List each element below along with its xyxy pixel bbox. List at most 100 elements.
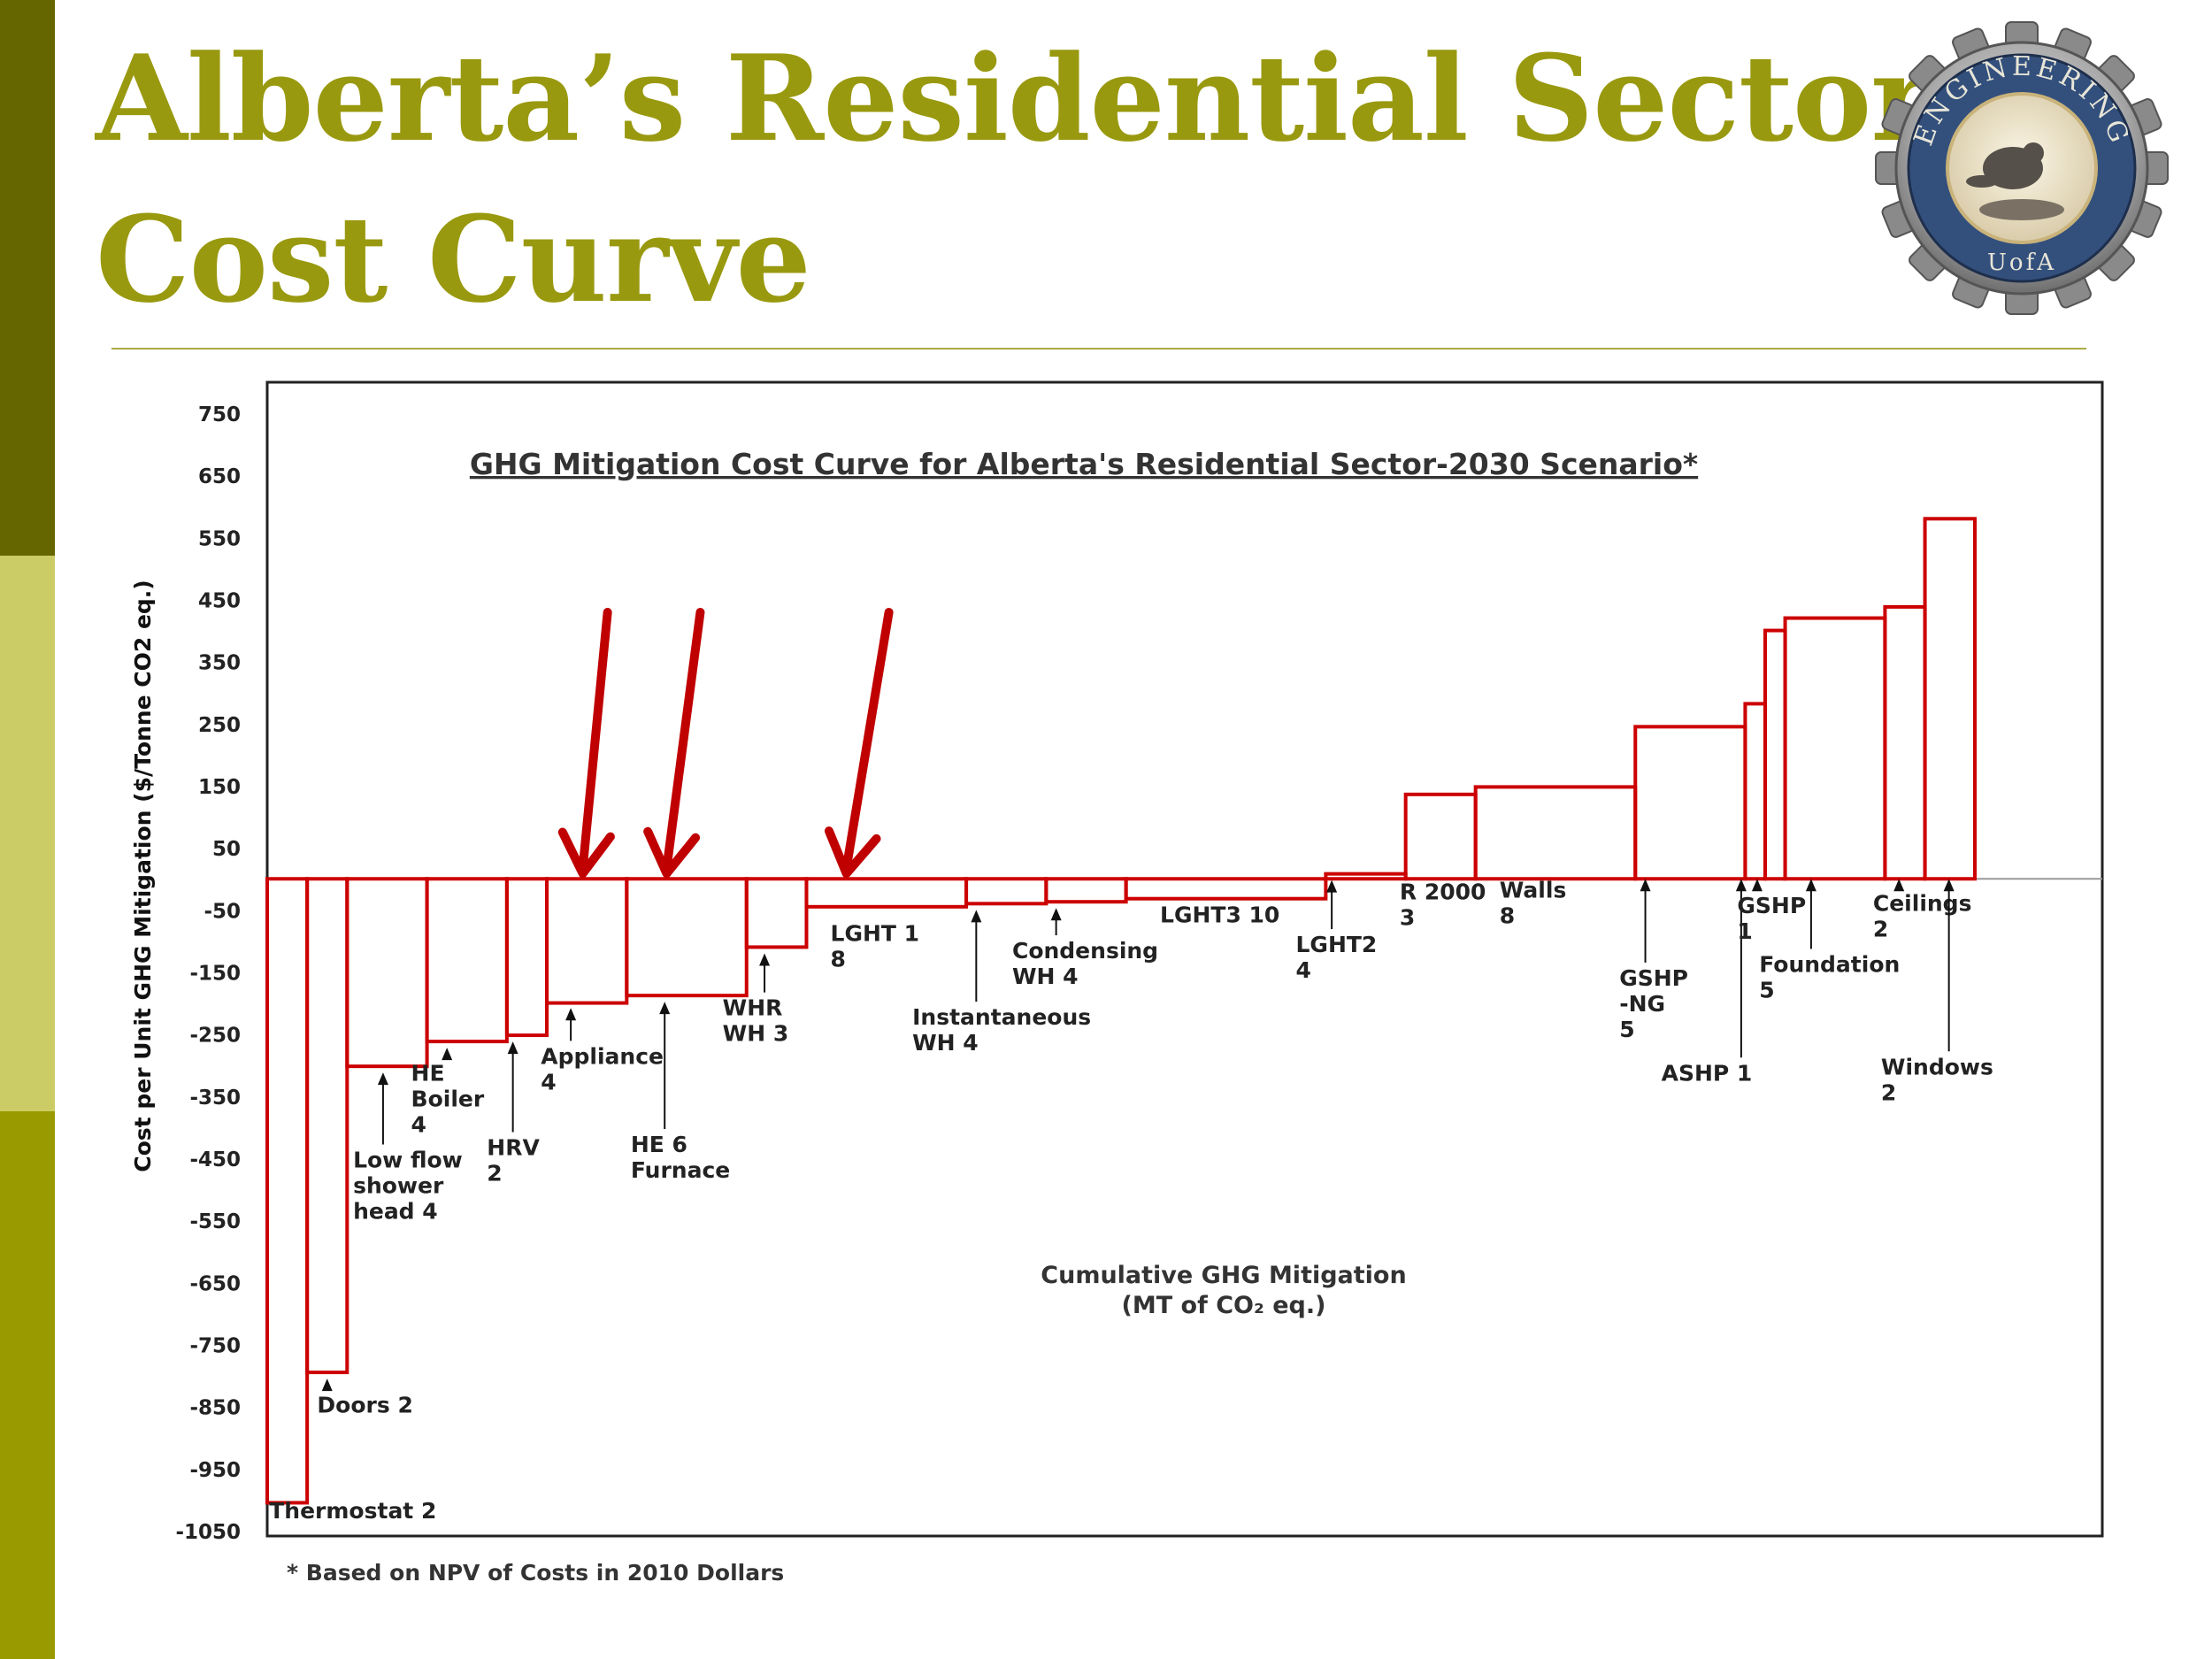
measure-label-text: Doors 2 [317,1393,412,1418]
pointer-arrowhead [321,1379,333,1392]
pointer-arrowhead [759,953,771,966]
measure-label-text: WHR WH 3 [723,995,789,1047]
cost-curve-bars [265,517,1977,1505]
measure-label-text: R 2000 3 [1400,879,1486,930]
measure-label-text: Thermostat 2 [269,1498,436,1524]
measure-label-text: Low flow shower head 4 [353,1148,463,1225]
bar-whr-wh [744,877,809,949]
sidebar-middle [0,556,55,1111]
measure-label-text: GSHP -NG 5 [1619,965,1688,1042]
highlight-arrow-lght1 [824,608,894,879]
y-tick-label: -950 [189,1459,241,1482]
y-tick-label: -350 [189,1087,241,1110]
y-axis-label: Cost per Unit GHG Mitigation ($/Tonne CO… [130,580,156,1171]
measure-label: WHR WH 3 [723,953,789,1047]
pointer-arrowhead [1751,879,1763,892]
measure-label-text: HRV 2 [487,1134,540,1186]
measure-label: HRV 2 [487,1041,540,1186]
x-axis-label-line2: (MT of CO₂ eq.) [1122,1292,1326,1319]
bar-doors [305,877,349,1375]
pointer-arrowhead [442,1048,453,1061]
slide-title-line2: Cost Curve [96,189,811,329]
measure-label: ASHP 1 [1662,879,1753,1086]
measure-label: Low flow shower head 4 [353,1072,463,1225]
y-tick-label: -150 [189,963,241,986]
y-tick-label: 650 [198,465,241,488]
measure-label-text: HE Boiler 4 [411,1060,485,1137]
y-tick-label: 450 [198,590,241,613]
measure-label: GSHP -NG 5 [1619,879,1688,1042]
pointer-arrowhead [659,1002,671,1015]
bar-lght3 [1124,877,1328,901]
y-tick-label: -250 [189,1025,241,1048]
pointer-arrowhead [507,1041,518,1055]
measure-label-text: ASHP 1 [1662,1060,1753,1086]
bar-windows [1923,517,1977,881]
measure-label-text: Ceilings 2 [1873,891,1972,942]
measure-label-text: Foundation 5 [1759,952,1900,1003]
measure-label-text: Instantaneous WH 4 [912,1004,1091,1056]
highlight-arrow-he-furnace [643,608,705,879]
measure-label: Doors 2 [317,1379,413,1418]
y-tick-label: -550 [189,1210,241,1233]
measure-label-text: Walls 8 [1500,877,1567,928]
title-divider [111,348,2086,349]
measure-label: GSHP 1 [1737,879,1806,944]
measure-label: Walls 8 [1500,877,1567,928]
measure-label: R 2000 3 [1400,879,1486,930]
y-tick-label: 250 [198,714,241,737]
y-tick-label: 150 [198,776,241,799]
measure-label: Appliance 4 [541,1008,664,1094]
y-tick-label: 750 [198,403,241,426]
measure-label: Ceilings 2 [1873,879,1972,942]
pointer-arrowhead [565,1008,577,1021]
y-tick-label: 50 [212,838,241,861]
measure-label-text: Windows 2 [1881,1054,1993,1105]
y-axis: 750 650 550 450 350 250 150 50 -50 -150 -250 -350 -4… [175,403,241,1544]
measure-label: Windows 2 [1881,879,1993,1105]
y-tick-label: -750 [189,1335,241,1358]
measure-label: Condensing WH 4 [1012,908,1158,989]
slide-title: Alberta’s Residential Sector – Cost Curv… [96,18,2032,340]
sidebar-bottom [0,1111,55,1659]
y-tick-label: -50 [204,900,241,923]
logo-text-bottom: UofA [1987,250,2056,276]
y-tick-label: -650 [189,1272,241,1295]
measure-label-text: HE 6 Furnace [631,1132,730,1183]
pointer-arrowhead [377,1072,388,1086]
measure-label: LGHT3 10 [1160,902,1279,927]
y-tick-label: 350 [198,652,241,675]
pointer-arrowhead [1640,879,1651,892]
measure-label: Instantaneous WH 4 [912,910,1091,1056]
pointer-arrowhead [971,910,982,923]
beaver-icon [1966,142,2064,220]
pointer-arrowhead [1050,908,1062,921]
pointer-arrowhead [1735,879,1747,892]
chart-title: GHG Mitigation Cost Curve for Alberta's … [470,447,1698,481]
y-tick-label: -850 [189,1397,241,1420]
measure-labels: Thermostat 2 Doors 2 Low flow shower head 4 H… [269,877,1993,1524]
measure-label: Thermostat 2 [269,1498,436,1524]
y-tick-label: 550 [198,527,241,550]
highlight-arrows [557,608,894,879]
chart-footnote: * Based on NPV of Costs in 2010 Dollars [287,1560,784,1586]
measure-label-text: Appliance 4 [541,1043,664,1094]
measure-label: HE 6 Furnace [631,1002,730,1183]
highlight-arrow-appliance [557,608,615,879]
pointer-arrowhead [1893,879,1905,892]
pointer-arrowhead [1326,879,1338,893]
measure-label: HE Boiler 4 [411,1048,485,1137]
y-tick-label: -450 [189,1148,241,1171]
engineering-uofa-logo: ENGINEERING UofA [1875,21,2169,315]
measure-label: Foundation 5 [1759,879,1900,1003]
measure-label: LGHT2 4 [1296,879,1378,983]
chart-frame [265,380,2104,1538]
measure-label-text: Condensing WH 4 [1012,938,1158,989]
x-axis-label-line1: Cumulative GHG Mitigation [1041,1262,1406,1289]
sidebar-top [0,0,55,556]
y-tick-label: -1050 [175,1521,241,1544]
measure-label-text: LGHT2 4 [1296,932,1378,983]
